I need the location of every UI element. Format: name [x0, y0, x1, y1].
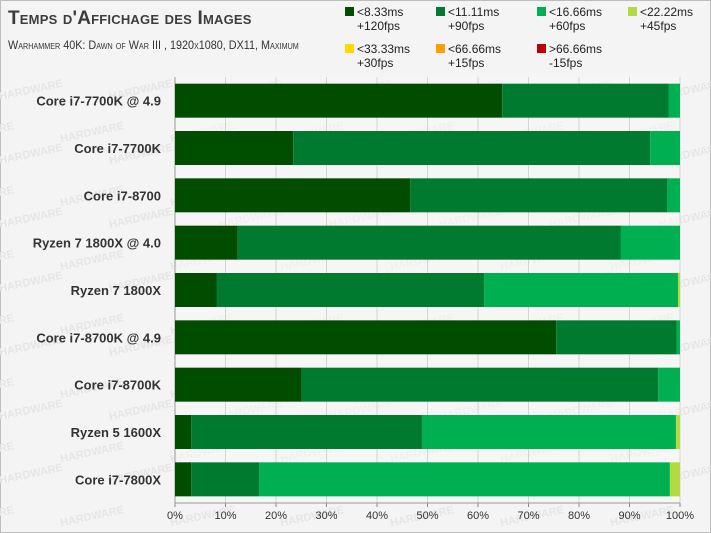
chart-subtitle: Warhammer 40K: Dawn of War III , 1920x10…: [8, 38, 299, 52]
bar-segment: [658, 367, 680, 402]
legend-label: >66.66ms: [549, 42, 603, 56]
legend-label: <22.22ms: [640, 5, 694, 19]
category-label: Core i7-7700K @ 4.9: [36, 94, 161, 109]
chart-title: Temps d'Affichage des Images: [8, 8, 252, 29]
bar-segment: [175, 320, 557, 355]
legend-swatch: [345, 44, 354, 53]
legend-swatch: [436, 7, 445, 16]
bar-segment: [502, 83, 669, 118]
watermark-text: HARDWARE: [59, 504, 125, 529]
bar-segment: [175, 225, 238, 260]
watermark-text: HARDWARE: [108, 206, 174, 231]
watermark-text: HARDWARE: [108, 398, 174, 423]
watermark-text: HARDWARE: [0, 120, 15, 145]
x-tick-label: 0%: [167, 510, 183, 522]
legend-swatch: [345, 7, 354, 16]
bar-segment: [650, 131, 680, 165]
bar-segment: [175, 131, 294, 165]
bar-segment: [191, 415, 422, 449]
legend-item: <11.11ms +90fps: [436, 5, 499, 33]
x-tick-label: 30%: [315, 510, 337, 522]
category-label: Ryzen 7 1800X: [71, 283, 162, 298]
watermark-text: HARDWARE: [0, 376, 15, 401]
bar-segment: [175, 367, 302, 402]
legend-sublabel: -15fps: [549, 56, 583, 70]
legend: <8.33ms +120fps <11.11ms +90fps <16.66ms +60f…: [345, 5, 709, 77]
x-tick-label: 100%: [666, 510, 694, 522]
legend-sublabel: +30fps: [357, 56, 394, 70]
legend-swatch: [436, 44, 445, 53]
watermark-text: HARDWARE: [0, 504, 15, 529]
x-tick-label: 50%: [416, 510, 438, 522]
legend-sublabel: +60fps: [549, 19, 586, 33]
watermark-text: HARDWARE: [59, 248, 125, 273]
bar-segment: [668, 83, 680, 118]
bar-segment: [556, 320, 677, 355]
watermark-text: HARDWARE: [0, 248, 15, 273]
watermark-text: HARDWARE: [0, 440, 15, 465]
bar-segment: [191, 462, 260, 497]
legend-label: <16.66ms: [549, 5, 603, 19]
bar-segment: [175, 83, 503, 118]
bar-segment: [175, 462, 192, 497]
legend-sublabel: +15fps: [448, 56, 485, 70]
bar-segment: [669, 462, 680, 497]
legend-item: <66.66ms +15fps: [436, 42, 501, 70]
legend-item: <8.33ms +120fps: [345, 5, 403, 33]
watermark-text: HARDWARE: [0, 142, 64, 167]
bar-segment: [301, 367, 659, 402]
legend-label: <8.33ms: [357, 5, 404, 19]
category-label: Core i7-8700K: [74, 378, 161, 393]
bar-segment: [421, 415, 676, 449]
bar-segment: [484, 273, 678, 307]
watermark-text: HARDWARE: [59, 440, 125, 465]
legend-swatch: [537, 7, 546, 16]
bar-segment: [175, 178, 411, 213]
legend-swatch: [537, 44, 546, 53]
bar-segment: [237, 225, 621, 260]
watermark-text: HARDWARE: [0, 270, 64, 295]
bar-segment: [667, 178, 680, 213]
legend-sublabel: +90fps: [448, 19, 485, 33]
legend-item: <16.66ms +60fps: [537, 5, 602, 33]
bar-segment: [677, 273, 680, 307]
bar-segment: [293, 131, 651, 165]
bar-segment: [676, 320, 680, 355]
legend-swatch: [628, 7, 637, 16]
bar-segment: [175, 415, 192, 449]
x-tick-label: 10%: [214, 510, 236, 522]
x-tick-label: 80%: [568, 510, 590, 522]
legend-sublabel: +120fps: [357, 19, 401, 33]
category-label: Core i7-8700: [84, 188, 161, 203]
watermark-text: HARDWARE: [0, 184, 15, 209]
watermark-text: HARDWARE: [0, 312, 15, 337]
x-tick-label: 90%: [618, 510, 640, 522]
legend-label: <11.11ms: [448, 5, 500, 19]
bar-segment: [620, 225, 680, 260]
category-label: Core i7-8700K @ 4.9: [36, 330, 161, 345]
category-label: Core i7-7800X: [75, 472, 161, 487]
x-tick-label: 70%: [517, 510, 539, 522]
category-label: Core i7-7700K: [74, 141, 161, 156]
x-tick-label: 40%: [366, 510, 388, 522]
x-tick-label: 20%: [265, 510, 287, 522]
legend-item: <33.33ms +30fps: [345, 42, 410, 70]
legend-item: >66.66ms -15fps: [537, 42, 602, 70]
category-label: Ryzen 5 1600X: [71, 425, 162, 440]
watermark-text: HARDWARE: [0, 462, 64, 487]
watermark-text: HARDWARE: [0, 206, 64, 231]
legend-item: <22.22ms +45fps: [628, 5, 693, 33]
bar-segment: [259, 462, 670, 497]
watermark-text: HARDWARE: [0, 398, 64, 423]
legend-label: <66.66ms: [448, 42, 502, 56]
bar-segment: [175, 273, 217, 307]
category-label: Ryzen 7 1800X @ 4.0: [33, 236, 161, 251]
bar-segment: [675, 415, 680, 449]
legend-sublabel: +45fps: [640, 19, 677, 33]
legend-label: <33.33ms: [357, 42, 411, 56]
bar-segment: [216, 273, 485, 307]
bar-segment: [410, 178, 668, 213]
x-tick-label: 60%: [467, 510, 489, 522]
